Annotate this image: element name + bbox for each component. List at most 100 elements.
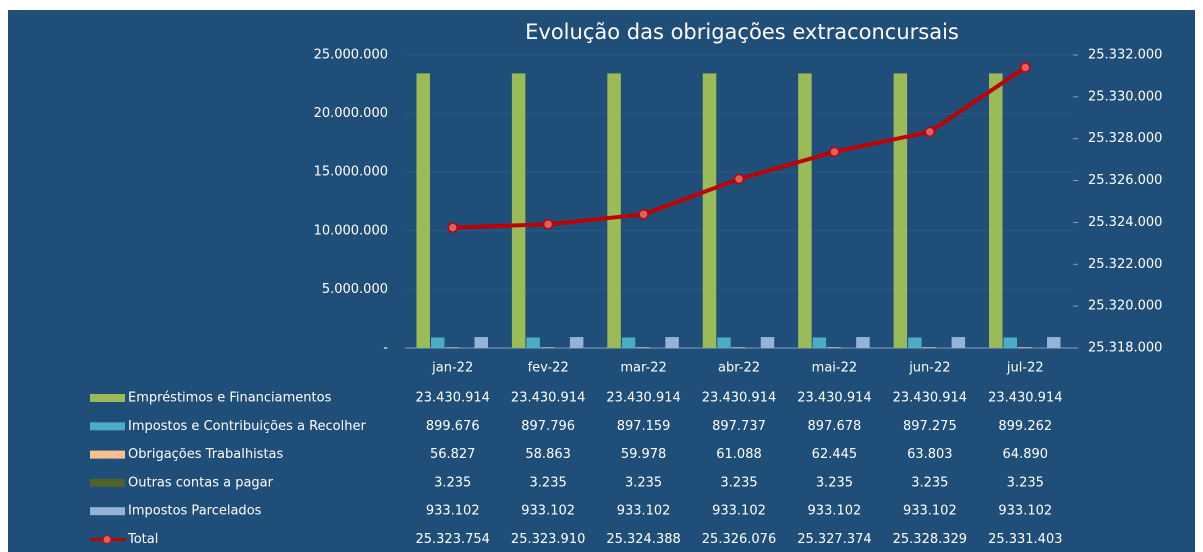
y2-tick-label: 25.324.000: [1088, 215, 1162, 230]
chart-background: [8, 10, 1195, 552]
table-value: 3.235: [720, 475, 757, 490]
table-value: 899.676: [426, 419, 480, 434]
y2-tick-label: 25.326.000: [1088, 173, 1162, 188]
y-tick-label: 5.000.000: [322, 282, 388, 297]
legend-key: [90, 450, 125, 459]
y-tick-label: -: [383, 341, 388, 356]
y-tick-label: 25.000.000: [314, 48, 388, 63]
legend-label: Impostos e Contribuições a Recolher: [128, 419, 366, 434]
y-tick-label: 10.000.000: [314, 223, 388, 238]
bar: [526, 337, 540, 348]
table-value: 897.678: [808, 419, 862, 434]
table-value: 933.102: [712, 504, 766, 519]
bar: [569, 337, 584, 348]
table-value: 897.796: [521, 419, 575, 434]
y-tick-label: 20.000.000: [314, 106, 388, 121]
line-marker: [733, 173, 745, 185]
table-value: 25.324.388: [606, 532, 680, 547]
table-value: 933.102: [998, 504, 1052, 519]
y-tick-label: 15.000.000: [314, 165, 388, 180]
table-value: 933.102: [521, 504, 575, 519]
legend-label: Outras contas a pagar: [128, 475, 274, 490]
bar: [760, 337, 775, 348]
table-value: 3.235: [911, 475, 948, 490]
table-value: 3.235: [530, 475, 567, 490]
legend-key: [90, 422, 125, 431]
legend-key: [90, 394, 125, 402]
table-value: 23.430.914: [893, 391, 967, 406]
line-marker: [1020, 62, 1031, 73]
bar: [908, 337, 922, 348]
table-value: 25.331.403: [988, 532, 1062, 547]
bar: [540, 347, 555, 348]
legend-label: Impostos Parcelados: [128, 504, 262, 519]
table-value: 62.445: [812, 447, 858, 462]
x-tick-label: jan-22: [431, 361, 473, 376]
bar: [1003, 337, 1018, 348]
table-value: 25.326.076: [702, 532, 776, 547]
bar: [665, 337, 679, 348]
legend-key-marker: [102, 535, 112, 544]
bar: [511, 73, 526, 349]
line-marker: [542, 219, 554, 230]
bar: [798, 73, 812, 349]
bar: [731, 347, 746, 348]
legend-key: [90, 478, 125, 487]
x-tick-label: mai-22: [812, 361, 857, 376]
table-value: 23.430.914: [988, 391, 1062, 406]
x-tick-label: jul-22: [1006, 361, 1044, 376]
y2-tick-label: 25.320.000: [1088, 299, 1162, 314]
bar: [702, 73, 717, 349]
table-value: 56.827: [430, 447, 476, 462]
bar: [1018, 347, 1032, 348]
line-marker: [829, 146, 840, 158]
table-value: 3.235: [625, 475, 662, 490]
bar: [951, 337, 966, 348]
table-value: 23.430.914: [606, 391, 680, 406]
bar: [416, 73, 430, 349]
table-value: 933.102: [808, 504, 862, 519]
bar: [430, 337, 445, 348]
bar: [893, 73, 908, 349]
x-tick-label: abr-22: [718, 361, 760, 376]
x-tick-label: fev-22: [528, 361, 569, 376]
x-tick-label: jun-22: [908, 361, 950, 376]
bar: [1047, 337, 1061, 348]
y2-tick-label: 25.330.000: [1088, 89, 1162, 104]
table-value: 933.102: [617, 504, 671, 519]
table-value: 3.235: [1007, 475, 1044, 490]
table-value: 25.323.910: [511, 532, 585, 547]
legend-label: Empréstimos e Financiamentos: [128, 391, 332, 406]
table-value: 61.088: [716, 447, 762, 462]
table-value: 897.159: [617, 419, 671, 434]
table-value: 25.327.374: [797, 532, 871, 547]
bar: [474, 337, 488, 348]
bar: [445, 347, 459, 348]
bar: [922, 347, 937, 348]
table-value: 3.235: [434, 475, 471, 490]
table-value: 897.737: [712, 419, 766, 434]
legend-key: [90, 507, 125, 516]
table-value: 899.262: [998, 419, 1052, 434]
line-marker: [447, 222, 458, 233]
bar: [717, 337, 731, 348]
table-value: 63.803: [907, 447, 953, 462]
table-value: 25.328.329: [893, 532, 967, 547]
legend-label: Obrigações Trabalhistas: [128, 447, 284, 462]
table-value: 23.430.914: [511, 391, 585, 406]
y2-tick-label: 25.328.000: [1088, 131, 1162, 146]
line-marker: [924, 126, 936, 138]
bar: [621, 337, 636, 348]
table-value: 64.890: [1003, 447, 1049, 462]
bar: [827, 347, 841, 348]
bar: [856, 337, 870, 348]
table-value: 23.430.914: [797, 391, 871, 406]
bar: [989, 73, 1003, 349]
table-value: 23.430.914: [702, 391, 776, 406]
table-value: 23.430.914: [415, 391, 489, 406]
legend-label: Total: [127, 532, 158, 547]
y2-tick-label: 25.318.000: [1088, 341, 1162, 356]
x-tick-label: mar-22: [620, 361, 666, 376]
chart-title: Evolução das obrigações extraconcursais: [525, 20, 959, 44]
